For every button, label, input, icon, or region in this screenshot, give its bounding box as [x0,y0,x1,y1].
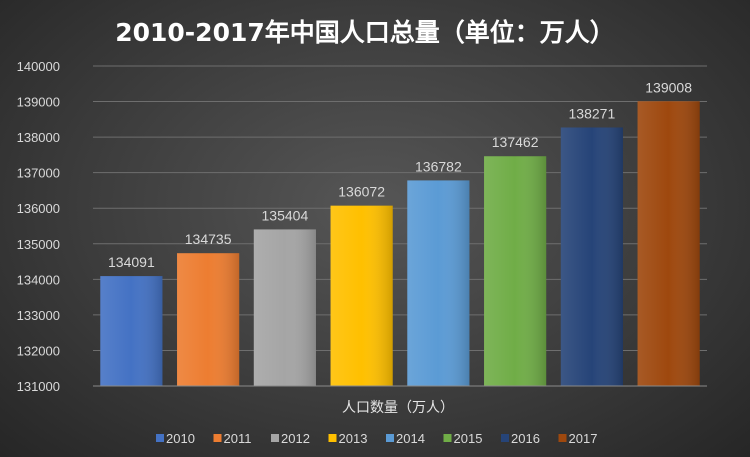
data-label: 134735 [185,231,232,247]
data-label: 134091 [108,254,155,270]
y-tick-label: 135000 [17,237,60,252]
y-tick-label: 134000 [17,272,60,287]
legend-label: 2012 [281,431,310,446]
legend-swatch [501,434,509,442]
legend-label: 2013 [339,431,368,446]
data-label: 136072 [338,184,385,200]
data-label: 135404 [262,207,309,223]
bar-shading [560,127,623,386]
legend-swatch [156,434,164,442]
y-tick-label: 136000 [17,201,60,216]
chart-title: 2010-2017年中国人口总量（单位：万人） [115,18,615,47]
legend-swatch [213,434,222,442]
legend-label: 2011 [224,431,252,446]
bar-shading [407,180,470,386]
y-axis-ticks: 131000 132000 133000 134000 135000 136000 1370… [17,59,60,394]
y-tick-label: 138000 [17,130,60,145]
y-tick-label: 137000 [17,166,60,181]
legend-label: 2014 [396,431,425,446]
legend: 2010 2011 2012 2013 2014 2015 2016 2017 [156,431,597,446]
data-label: 138271 [569,105,616,121]
legend-swatch [443,434,452,442]
y-tick-label: 140000 [17,59,60,74]
x-axis-label: 人口数量（万人） [342,400,454,416]
legend-label: 2015 [454,431,483,446]
legend-swatch [386,434,394,442]
bar-shading [484,156,547,386]
legend-swatch [558,434,567,442]
bar-shading [253,229,316,386]
legend-label: 2016 [511,431,540,446]
bar-shading [637,101,700,386]
y-tick-label: 131000 [17,379,60,394]
legend-swatch [271,434,279,442]
data-label: 139008 [645,79,692,95]
y-tick-label: 139000 [17,95,60,110]
bar-shading [330,205,393,386]
bar-shading [177,253,240,386]
data-label: 137462 [492,134,539,150]
bar-shading [100,276,163,386]
data-label: 136782 [415,158,462,174]
legend-label: 2010 [166,431,195,446]
y-tick-label: 132000 [17,343,60,358]
legend-swatch [328,434,337,442]
y-tick-label: 133000 [17,308,60,323]
legend-label: 2017 [569,431,598,446]
bars [100,101,700,386]
data-labels: 134091 134735 135404 136072 136782 137462 1382… [108,79,692,270]
